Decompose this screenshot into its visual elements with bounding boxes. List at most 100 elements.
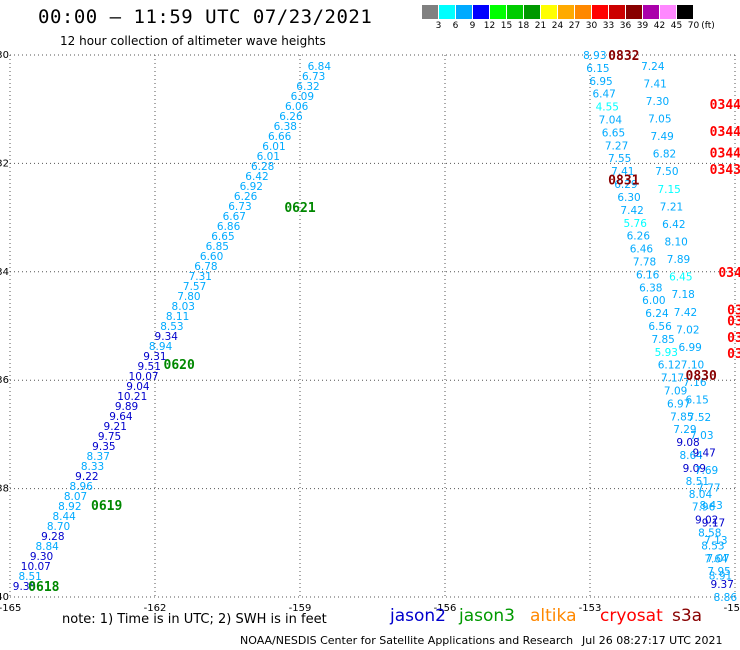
swh-value: 6.95 — [589, 76, 612, 88]
swh-value: 7.85 — [651, 334, 674, 346]
swh-value: 6.82 — [653, 149, 676, 161]
swh-value: 7.95 — [707, 566, 730, 578]
swh-value: 6.09 — [291, 91, 314, 103]
swh-value: 7.49 — [650, 131, 673, 143]
swh-value: 7.78 — [633, 256, 656, 268]
swh-value: 8.70 — [47, 521, 70, 533]
swh-value: 9.35 — [13, 581, 36, 593]
scale-label: 33 — [602, 21, 615, 31]
scale-label: 6 — [452, 21, 459, 31]
pass-time-label: 0344 — [710, 125, 740, 140]
swh-value: 7.41 — [643, 78, 666, 90]
swh-value: 9.35 — [92, 441, 115, 453]
scale-swatch — [558, 5, 575, 19]
scale-label: 70 — [687, 21, 700, 31]
swh-value: 6.26 — [627, 231, 651, 243]
y-tick-label: -32 — [0, 158, 9, 169]
swh-value: 9.30 — [30, 551, 53, 563]
swh-value: 7.42 — [674, 307, 697, 319]
swh-value: 6.28 — [251, 161, 274, 173]
swh-value: 8.44 — [52, 511, 76, 523]
swh-value: 6.16 — [636, 269, 660, 281]
swh-value: 9.47 — [692, 447, 715, 459]
satellite-altika: altika — [530, 606, 577, 626]
swh-value: 9.04 — [126, 381, 150, 393]
scale-swatch — [422, 5, 439, 19]
scale-label: 12 — [483, 21, 496, 31]
y-tick-label: -34 — [0, 267, 9, 278]
swh-value: 7.55 — [608, 153, 631, 165]
swh-value: 7.16 — [683, 377, 707, 389]
swh-value: 6.12 — [658, 360, 681, 372]
swh-value: 7.42 — [620, 205, 643, 217]
pass-time-label: 0620 — [164, 358, 195, 373]
scale-label: 42 — [653, 21, 666, 31]
swh-value: 7.27 — [605, 140, 628, 152]
swh-value: 6.29 — [614, 179, 637, 191]
swh-value: 6.24 — [645, 308, 669, 320]
swh-value: 8.07 — [64, 491, 87, 503]
swh-value: 6.56 — [648, 321, 672, 333]
scale-label: 21 — [534, 21, 547, 31]
pass-time-label: 0621 — [284, 201, 315, 216]
swh-value: 6.65 — [602, 127, 625, 139]
swh-value: 6.42 — [245, 171, 268, 183]
swh-value: 9.28 — [41, 531, 64, 543]
swh-value: 8.93 — [583, 50, 606, 62]
swh-value: 7.57 — [183, 281, 206, 293]
swh-value: 9.75 — [98, 431, 121, 443]
swh-value: 7.21 — [660, 201, 683, 213]
swh-value: 9.31 — [143, 351, 166, 363]
swh-value: 6.60 — [200, 251, 223, 263]
satellite-cryosat: cryosat — [600, 606, 663, 626]
scale-label: 3 — [435, 21, 442, 31]
swh-value: 7.18 — [671, 289, 694, 301]
pass-time-label: 03 — [727, 315, 740, 330]
swh-value: 8.84 — [35, 541, 59, 553]
scale-swatch — [490, 5, 507, 19]
chart-subtitle: 12 hour collection of altimeter wave hei… — [60, 34, 326, 48]
swh-value: 7.24 — [641, 61, 665, 73]
swh-value: 7.77 — [697, 482, 720, 494]
swh-value: 6.01 — [262, 141, 285, 153]
swh-value: 9.08 — [676, 437, 699, 449]
swh-value: 6.66 — [268, 131, 292, 143]
scale-swatch — [592, 5, 609, 19]
scale-label: 45 — [670, 21, 683, 31]
pass-time-label: 0832 — [608, 49, 639, 64]
y-tick-label: -38 — [0, 484, 9, 495]
swh-value: 9.17 — [702, 518, 725, 530]
swh-value: 7.69 — [695, 465, 718, 477]
scale-swatch — [473, 5, 490, 19]
swh-value: 7.05 — [648, 114, 671, 126]
swh-value: 8.96 — [70, 481, 94, 493]
y-tick-label: -36 — [0, 375, 9, 386]
swh-value: 6.92 — [240, 181, 263, 193]
swh-value: 8.04 — [689, 489, 713, 501]
swh-value: 8.64 — [679, 450, 703, 462]
swh-value: 8.43 — [699, 500, 722, 512]
swh-value: 6.46 — [630, 244, 654, 256]
swh-value: 9.34 — [155, 331, 179, 343]
pass-time-label: 0830 — [686, 369, 717, 384]
swh-value: 7.80 — [177, 291, 200, 303]
scale-swatch — [660, 5, 677, 19]
color-scale — [422, 5, 694, 19]
x-tick-label: -153 — [579, 603, 602, 614]
pass-time-label: 03 — [727, 304, 740, 319]
pass-time-label: 03 — [727, 347, 740, 362]
swh-value: 8.53 — [160, 321, 183, 333]
swh-value: 8.58 — [698, 527, 721, 539]
swh-value: 10.21 — [117, 391, 147, 403]
swh-value: 6.65 — [211, 231, 234, 243]
swh-value: 9.21 — [104, 421, 127, 433]
swh-value: 6.26 — [234, 191, 258, 203]
swh-value: 7.64 — [704, 553, 728, 565]
swh-value: 6.86 — [217, 221, 241, 233]
scale-swatch — [439, 5, 456, 19]
scale-swatch — [677, 5, 694, 19]
swh-value: 6.32 — [296, 81, 319, 93]
pass-time-label: 0344 — [710, 98, 740, 113]
swh-value: 7.30 — [646, 96, 669, 108]
swh-value: 6.99 — [678, 342, 701, 354]
